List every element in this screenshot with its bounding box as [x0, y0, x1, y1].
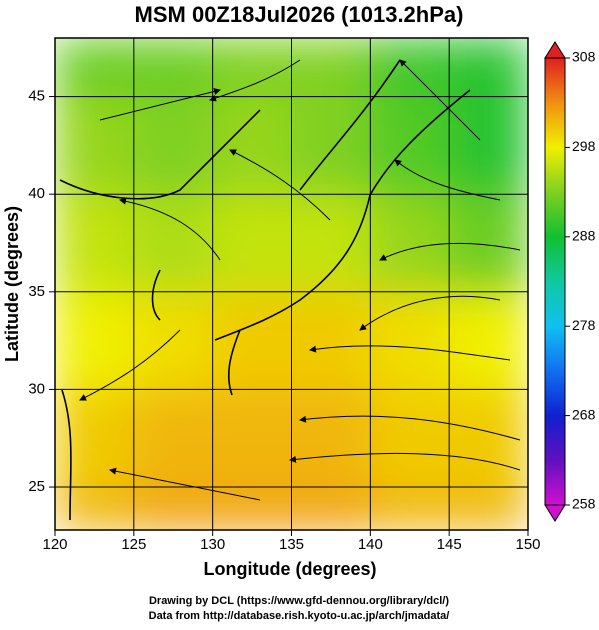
- temperature-cell: [133, 487, 214, 530]
- colorbar-tick-label: 268: [572, 406, 596, 422]
- temperature-cell: [291, 389, 371, 488]
- x-tick-label: 135: [279, 536, 304, 553]
- temperature-cell: [55, 389, 135, 488]
- x-tick-label: 130: [200, 536, 225, 553]
- footer-line: Data from http://database.rish.kyoto-u.a…: [149, 610, 450, 622]
- y-axis-label: Latitude (degrees): [2, 206, 22, 362]
- temperature-cell: [55, 487, 135, 530]
- y-tick-label: 35: [28, 283, 45, 300]
- temperature-cell: [449, 487, 528, 530]
- temperature-cell: [55, 291, 135, 390]
- temperature-field: [55, 38, 528, 530]
- temperature-cell: [449, 96, 528, 195]
- colorbar-tick-label: 298: [572, 138, 596, 154]
- temperature-cell: [133, 291, 214, 390]
- temperature-cell: [370, 96, 450, 195]
- x-tick-label: 125: [121, 536, 146, 553]
- temperature-cell: [291, 291, 371, 390]
- temperature-cell: [449, 389, 528, 488]
- temperature-cell: [55, 96, 135, 195]
- y-tick-label: 40: [28, 185, 45, 202]
- temperature-cell: [212, 291, 292, 390]
- temperature-cell: [370, 38, 450, 98]
- y-tick-label: 30: [28, 380, 45, 397]
- colorbar-tick-label: 258: [572, 496, 596, 512]
- footer-line: Drawing by DCL (https://www.gfd-dennou.o…: [149, 595, 449, 607]
- temperature-cell: [212, 389, 292, 488]
- temperature-cell: [133, 194, 214, 293]
- coastlines: [59, 59, 471, 521]
- temperature-cell: [133, 38, 214, 98]
- temperature-cell: [370, 389, 450, 488]
- y-tick-label: 45: [28, 88, 45, 105]
- temperature-cell: [55, 194, 135, 293]
- temperature-cell: [449, 291, 528, 390]
- temperature-cell: [291, 194, 371, 293]
- colorbar: 258 268 278 288 298 308: [544, 41, 596, 522]
- y-tick-label: 25: [28, 478, 45, 495]
- temperature-cell: [370, 291, 450, 390]
- temperature-cell: [370, 487, 450, 530]
- colorbar-extend-bottom: [544, 504, 566, 522]
- colorbar-tick-label: 288: [572, 228, 596, 244]
- x-tick-label: 150: [515, 536, 540, 553]
- x-axis-label: Longitude (degrees): [203, 559, 376, 579]
- temperature-cell: [291, 487, 371, 530]
- temperature-cell: [212, 38, 292, 98]
- x-tick-label: 120: [42, 536, 67, 553]
- temperature-cell: [449, 38, 528, 98]
- colorbar-extend-top: [544, 41, 566, 59]
- colorbar-scale: [544, 57, 566, 506]
- temperature-cell: [291, 38, 371, 98]
- temperature-cell: [133, 96, 214, 195]
- temperature-cell: [370, 194, 450, 293]
- temperature-cell: [212, 194, 292, 293]
- temperature-cell: [55, 38, 135, 98]
- chart-title: MSM 00Z18Jul2026 (1013.2hPa): [135, 2, 464, 27]
- x-tick-label: 145: [437, 536, 462, 553]
- colorbar-tick-label: 278: [572, 317, 596, 333]
- temperature-cell: [291, 96, 371, 195]
- x-tick-label: 140: [358, 536, 383, 553]
- colorbar-tick-label: 308: [572, 49, 596, 65]
- temperature-cell: [133, 389, 214, 488]
- temperature-cell: [212, 487, 292, 530]
- plot-frame: [54, 37, 529, 531]
